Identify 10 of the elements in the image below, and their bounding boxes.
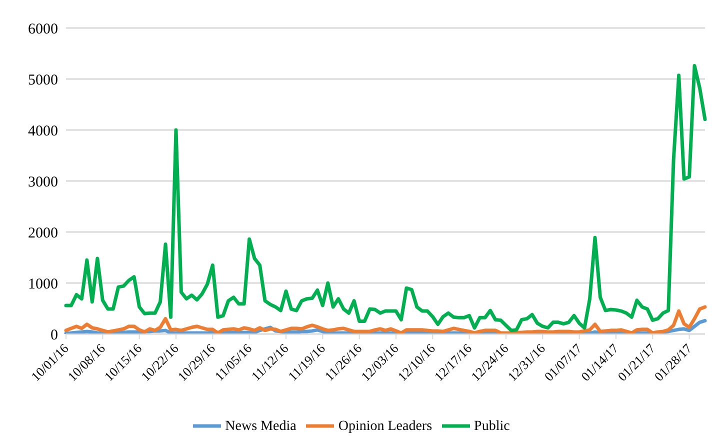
y-tick-label: 0 [50,327,58,344]
y-tick-label: 1000 [28,276,58,292]
legend-label: Opinion Leaders [338,418,432,434]
y-tick-label: 2000 [28,225,58,242]
y-tick-label: 4000 [28,123,58,140]
y-tick-label: 3000 [28,174,58,190]
y-tick-label: 5000 [28,72,58,88]
legend-label: Public [474,418,510,434]
y-tick-label: 6000 [28,21,58,38]
legend-label: News Media [225,418,296,434]
